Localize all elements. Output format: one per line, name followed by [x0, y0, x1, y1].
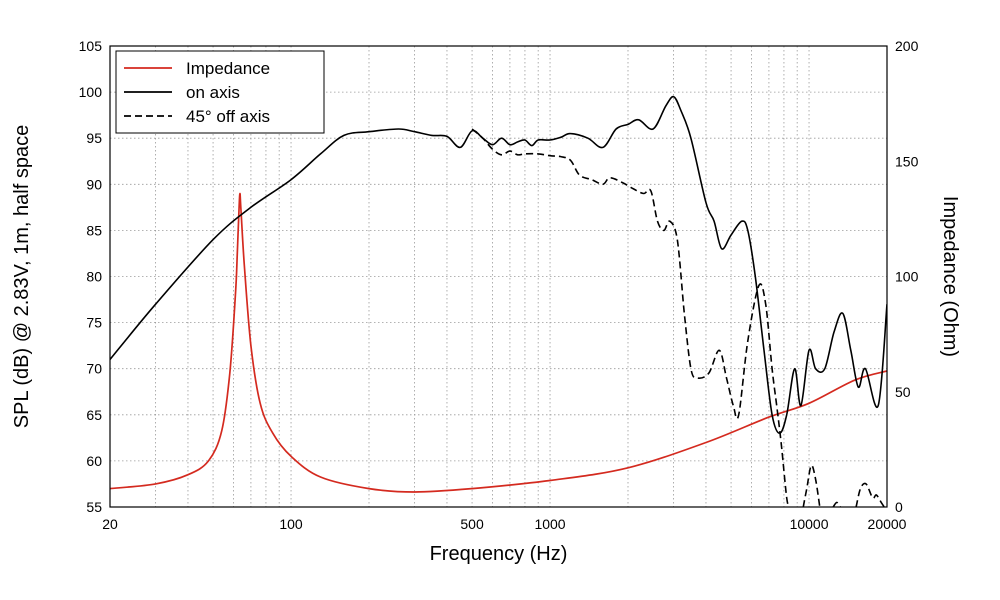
- y-left-tick-label: 105: [79, 38, 103, 54]
- x-tick-label: 500: [460, 516, 484, 532]
- series-45-off-axis-hf-segment-2-line: [832, 501, 841, 507]
- y-right-tick-label: 50: [895, 384, 911, 400]
- legend-label-impedance: Impedance: [186, 59, 270, 78]
- y-right-tick-label: 100: [895, 269, 919, 285]
- y-left-tick-label: 95: [86, 130, 102, 146]
- y-right-tick-label: 150: [895, 153, 919, 169]
- x-tick-label: 20000: [868, 516, 907, 532]
- legend: Impedance on axis 45° off axis: [115, 50, 325, 134]
- y-left-tick-label: 65: [86, 407, 102, 423]
- series-45-off-axis-hf-segment-line: [802, 464, 821, 507]
- x-tick-label: 20: [102, 516, 118, 532]
- y-left-tick-label: 85: [86, 222, 102, 238]
- plot-frame: [109, 45, 888, 508]
- y-left-tick-label: 100: [79, 84, 103, 100]
- series-45-off-axis-hf-segment-3-line: [855, 482, 885, 507]
- y-axis-left-title: SPL (dB) @ 2.83V, 1m, half space: [11, 125, 33, 428]
- series-on-axis-line: [110, 95, 887, 434]
- x-axis-title: Frequency (Hz): [430, 543, 568, 565]
- x-tick-label: 1000: [534, 516, 565, 532]
- x-tick-label: 100: [279, 516, 303, 532]
- tick-labels: 20 100 500 1000 10000 20000556065707580859095…: [79, 38, 919, 532]
- x-tick-label: 10000: [790, 516, 829, 532]
- y-left-tick-label: 60: [86, 453, 102, 469]
- series-group: [110, 95, 887, 507]
- y-right-tick-label: 0: [895, 499, 903, 515]
- y-left-tick-label: 70: [86, 361, 102, 377]
- series-impedance-line: [110, 192, 887, 493]
- series-45-off-axis-line: [471, 128, 791, 507]
- y-axis-right-title: Impedance (Ohm): [939, 196, 961, 357]
- plot-series: [110, 95, 887, 507]
- y-left-tick-label: 80: [86, 269, 102, 285]
- legend-label-off-axis: 45° off axis: [186, 107, 270, 126]
- legend-label-on-axis: on axis: [186, 83, 240, 102]
- y-left-tick-label: 90: [86, 176, 102, 192]
- y-left-tick-label: 75: [86, 315, 102, 331]
- y-left-tick-label: 55: [86, 499, 102, 515]
- y-right-tick-label: 200: [895, 38, 919, 54]
